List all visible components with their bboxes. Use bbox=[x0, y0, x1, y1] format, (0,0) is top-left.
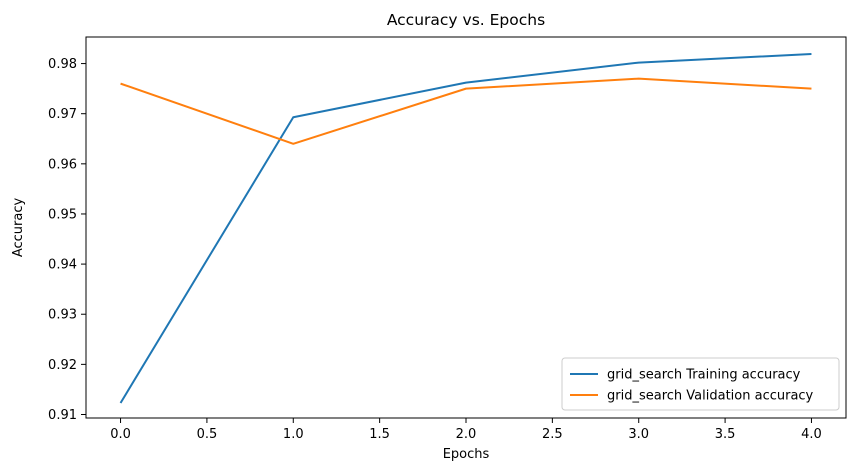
legend-label-training: grid_search Training accuracy bbox=[607, 368, 801, 383]
x-tick-label: 0.5 bbox=[197, 427, 218, 442]
y-tick-label: 0.97 bbox=[48, 107, 77, 122]
x-tick-label: 3.0 bbox=[628, 427, 649, 442]
x-tick-label: 1.0 bbox=[283, 427, 304, 442]
x-tick-label: 0.0 bbox=[110, 427, 131, 442]
series-line-training bbox=[119, 53, 812, 404]
x-tick-label: 2.5 bbox=[542, 427, 563, 442]
y-tick-label: 0.93 bbox=[48, 308, 77, 323]
y-tick-label: 0.98 bbox=[48, 57, 77, 72]
x-tick-label: 1.5 bbox=[369, 427, 390, 442]
y-axis-label: Accuracy bbox=[11, 198, 26, 258]
x-tick-label: 2.0 bbox=[456, 427, 477, 442]
legend: grid_search Training accuracy grid_searc… bbox=[561, 357, 840, 411]
chart-title: Accuracy vs. Epochs bbox=[387, 11, 545, 29]
series-layer bbox=[119, 53, 812, 404]
y-tick-label: 0.92 bbox=[48, 358, 77, 373]
y-tick-label: 0.91 bbox=[48, 408, 77, 423]
axes-frame bbox=[85, 36, 847, 419]
legend-box bbox=[561, 357, 840, 411]
legend-label-validation: grid_search Validation accuracy bbox=[607, 389, 814, 404]
y-tick-label: 0.94 bbox=[48, 258, 77, 273]
x-tick-label: 4.0 bbox=[801, 427, 822, 442]
x-tick-label: 3.5 bbox=[715, 427, 736, 442]
ticks-layer: 0.0 0.5 1.0 1.5 2.0 2.5 3.0 3.5 4.0 0.91 0.92 0.93 0… bbox=[48, 57, 822, 442]
series-line-validation bbox=[120, 77, 812, 145]
y-tick-label: 0.96 bbox=[48, 157, 77, 172]
y-tick-label: 0.95 bbox=[48, 207, 77, 222]
x-axis-label: Epochs bbox=[443, 447, 490, 462]
